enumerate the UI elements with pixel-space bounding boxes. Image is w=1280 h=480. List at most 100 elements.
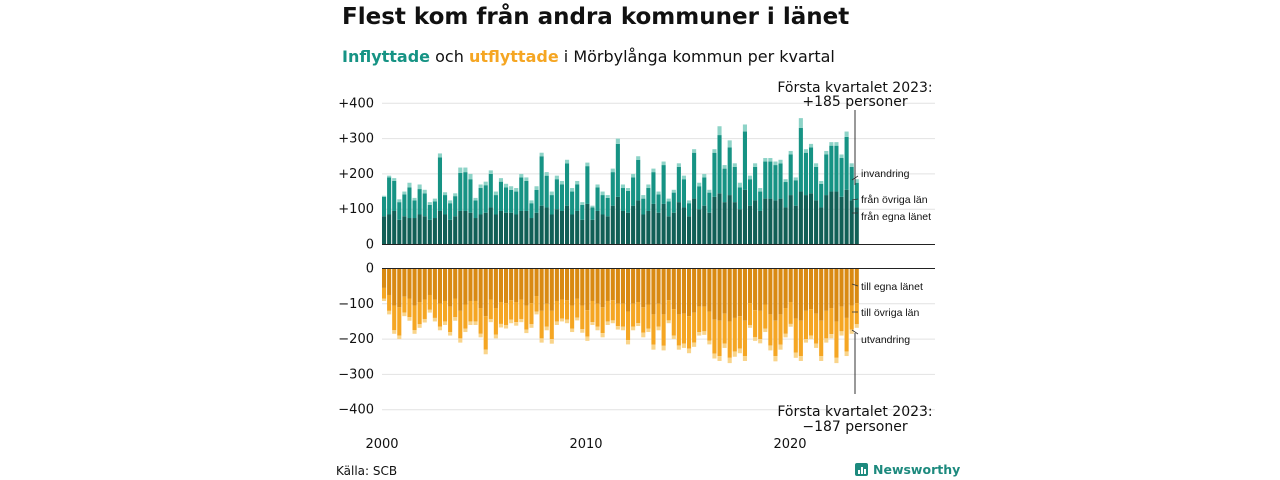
bar-outflow-abroad	[702, 331, 707, 335]
bar-outflow-abroad	[600, 333, 605, 338]
bar-inflow-abroad	[829, 142, 834, 146]
bar-outflow-own-county	[656, 268, 661, 304]
y-tick-label-out: −400	[338, 403, 374, 418]
bar-outflow-other-county	[488, 299, 493, 319]
bar-inflow-other-county	[559, 184, 565, 211]
bar-inflow-own-county	[661, 203, 666, 245]
bar-inflow-abroad	[478, 184, 483, 189]
bar-outflow-abroad	[829, 334, 834, 339]
bar-outflow-abroad	[402, 312, 407, 317]
bar-outflow-other-county	[732, 317, 737, 352]
bar-outflow-abroad	[412, 330, 417, 334]
bar-inflow-abroad	[702, 173, 707, 178]
bar-outflow-abroad	[590, 322, 595, 325]
bar-outflow-own-county	[803, 268, 808, 311]
bar-outflow-other-county	[392, 305, 397, 331]
bar-inflow-abroad	[570, 188, 575, 192]
bar-outflow-own-county	[625, 268, 631, 312]
bar-inflow-other-county	[615, 143, 620, 197]
bar-outflow-own-county	[529, 268, 534, 304]
bar-outflow-own-county	[829, 268, 834, 309]
bar-inflow-abroad	[422, 189, 427, 194]
bar-outflow-abroad	[514, 322, 519, 326]
bar-inflow-other-county	[392, 180, 397, 211]
bar-outflow-other-county	[478, 308, 483, 334]
bar-outflow-abroad	[656, 326, 661, 331]
bar-inflow-abroad	[554, 175, 559, 180]
bar-outflow-other-county	[798, 320, 803, 357]
bar-inflow-abroad	[819, 180, 824, 184]
bar-outflow-other-county	[854, 303, 859, 325]
bar-inflow-abroad	[473, 197, 478, 201]
bar-inflow-other-county	[437, 157, 443, 211]
bar-outflow-own-county	[793, 268, 798, 319]
bar-inflow-other-county	[585, 166, 590, 204]
bar-outflow-own-county	[402, 268, 407, 297]
bar-outflow-own-county	[824, 268, 829, 311]
bar-outflow-other-county	[697, 306, 702, 333]
label-fran-egna-lanet: från egna länet	[861, 211, 931, 223]
bar-inflow-abroad	[417, 184, 422, 190]
bar-outflow-abroad	[707, 340, 712, 345]
bar-outflow-abroad	[382, 298, 387, 301]
bar-outflow-own-county	[778, 268, 783, 315]
bar-outflow-abroad	[488, 318, 493, 323]
bar-inflow-other-county	[488, 173, 493, 208]
bar-inflow-abroad	[783, 179, 788, 183]
bar-outflow-other-county	[814, 313, 819, 344]
bar-inflow-abroad	[732, 163, 737, 167]
bar-outflow-abroad	[509, 319, 514, 324]
bar-inflow-other-county	[478, 188, 483, 215]
bar-inflow-own-county	[651, 203, 656, 245]
bar-inflow-own-county	[432, 218, 437, 245]
bar-outflow-own-county	[676, 268, 681, 315]
bar-outflow-own-county	[686, 268, 692, 317]
bar-outflow-abroad	[834, 357, 839, 364]
bar-outflow-abroad	[585, 336, 590, 341]
bar-inflow-abroad	[498, 178, 504, 182]
bar-inflow-abroad	[432, 198, 437, 202]
x-tick-label: 2020	[773, 437, 806, 452]
bar-outflow-abroad	[854, 324, 859, 328]
bar-inflow-other-county	[503, 187, 509, 213]
bar-outflow-other-county	[427, 294, 432, 310]
chart-title: Flest kom från andra kommuner i länet	[342, 4, 850, 30]
bar-outflow-other-county	[483, 316, 488, 350]
bar-outflow-other-county	[819, 320, 824, 357]
bar-inflow-other-county	[473, 200, 478, 219]
bar-inflow-other-county	[656, 194, 661, 213]
bar-inflow-other-county	[519, 177, 524, 211]
bar-inflow-abroad	[397, 199, 402, 203]
bar-inflow-own-county	[483, 212, 488, 245]
bar-inflow-own-county	[382, 216, 387, 245]
bar-inflow-other-county	[625, 190, 631, 213]
bar-outflow-other-county	[773, 320, 778, 357]
bar-outflow-other-county	[564, 300, 570, 320]
bar-outflow-own-county	[432, 268, 437, 300]
bar-outflow-own-county	[763, 268, 768, 305]
label-utvandring: utvandring	[861, 334, 910, 346]
y-tick-label-out: 0	[366, 262, 374, 277]
bar-inflow-abroad	[453, 193, 458, 197]
bar-inflow-other-county	[514, 191, 519, 215]
bar-inflow-abroad	[605, 195, 610, 198]
bar-inflow-abroad	[595, 184, 600, 188]
bar-inflow-abroad	[768, 158, 773, 162]
bar-inflow-own-county	[681, 207, 686, 245]
bar-inflow-abroad	[402, 191, 407, 195]
bar-inflow-own-county	[798, 191, 803, 245]
bar-inflow-abroad	[590, 205, 595, 208]
bar-inflow-own-county	[676, 202, 681, 245]
bar-inflow-own-county	[783, 207, 788, 245]
bar-outflow-own-county	[646, 268, 651, 305]
bar-outflow-abroad	[686, 348, 692, 354]
bar-inflow-abroad	[646, 184, 651, 189]
bar-outflow-abroad	[478, 333, 483, 338]
bar-outflow-abroad	[763, 328, 768, 333]
bar-outflow-abroad	[671, 335, 676, 340]
callout-bottom-line1: Första kvartalet 2023:	[777, 404, 932, 420]
bar-inflow-other-county	[387, 177, 392, 215]
bar-outflow-other-county	[503, 303, 509, 325]
bar-inflow-other-county	[631, 177, 636, 206]
